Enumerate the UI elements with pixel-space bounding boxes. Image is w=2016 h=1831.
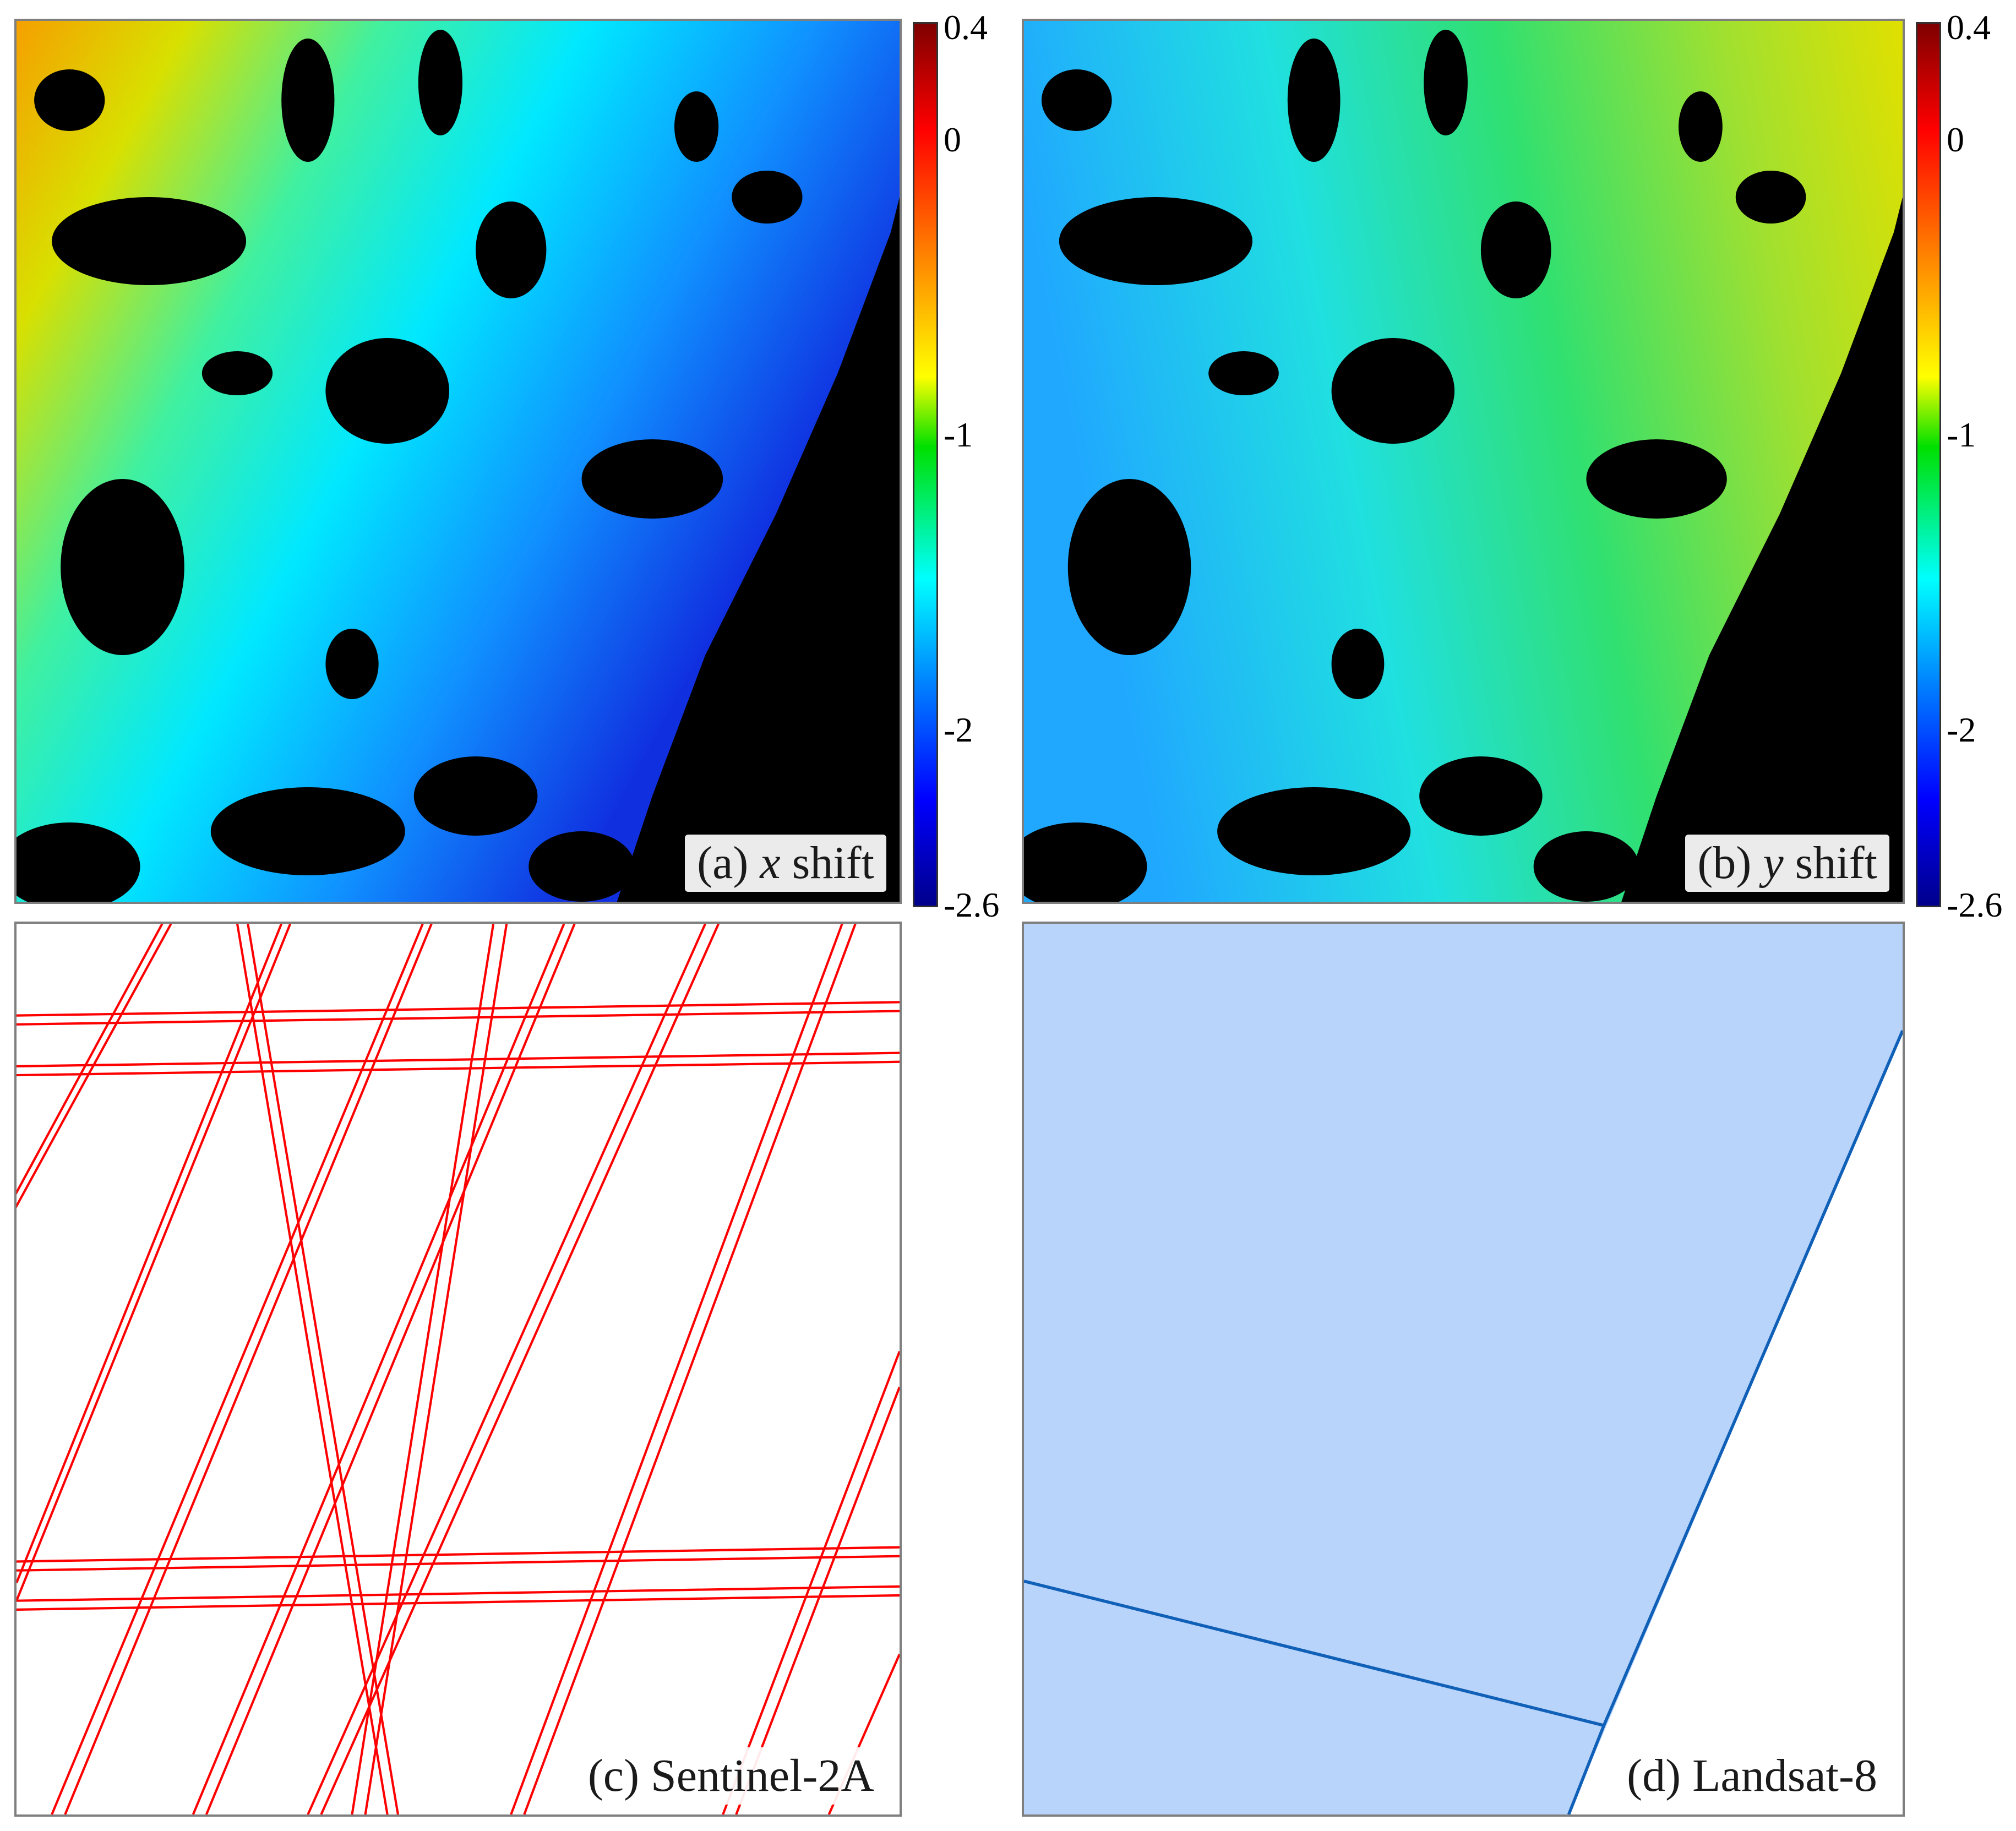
colorbar-a-tick: -2 [944,710,973,749]
colorbar-b [1916,22,1941,907]
colorbar-a-tick: -1 [944,415,973,454]
colorbar-a [913,22,938,907]
panel-c-sentinel-footprints: (c) Sentinel-2A [14,922,902,1817]
sentinel-red-lines [17,924,900,1814]
colorbar-a-tick: -2.6 [944,885,1000,924]
label-variable: x [760,837,781,889]
colorbar-b-tick: -2 [1947,710,1976,749]
label-prefix: (a) [697,837,749,889]
landsat-scene-fill [1024,924,1903,1814]
panel-d-landsat-footprint: (d) Landsat-8 [1022,922,1905,1817]
label-variable: y [1763,837,1784,889]
landsat-scene-edge [1567,1030,1903,1814]
colorbar-a-tick: 0.4 [944,8,988,47]
panel-b-y-shift-map: (b) y shift [1022,19,1905,904]
colorbar-b-tick: -1 [1947,415,1976,454]
panel-a-x-shift-map: (a) x shift [14,19,902,904]
panel-a-label: (a) x shift [685,834,886,892]
colorbar-a-tick: 0 [944,120,961,159]
y-shift-raster [1024,21,1903,902]
panel-d-label: (d) Landsat-8 [1615,1747,1889,1805]
sentinel-tile-lines [17,924,900,1814]
panel-c-label: (c) Sentinel-2A [575,1747,886,1805]
landsat-scene-boundary [1024,1579,1605,1727]
nodata-patches-b [1024,30,1806,902]
colorbar-b-tick: 0.4 [1947,8,1991,47]
colorbar-b-tick: 0 [1947,120,1964,159]
colorbar-b-tick: -2.6 [1947,885,2003,924]
panel-b-label: (b) y shift [1685,834,1889,892]
nodata-patches-a [17,30,803,902]
label-suffix: shift [1795,837,1877,889]
landsat-scene-footprint [1024,924,1903,1814]
x-shift-raster [17,21,900,902]
label-prefix: (b) [1697,837,1752,889]
label-suffix: shift [792,837,874,889]
